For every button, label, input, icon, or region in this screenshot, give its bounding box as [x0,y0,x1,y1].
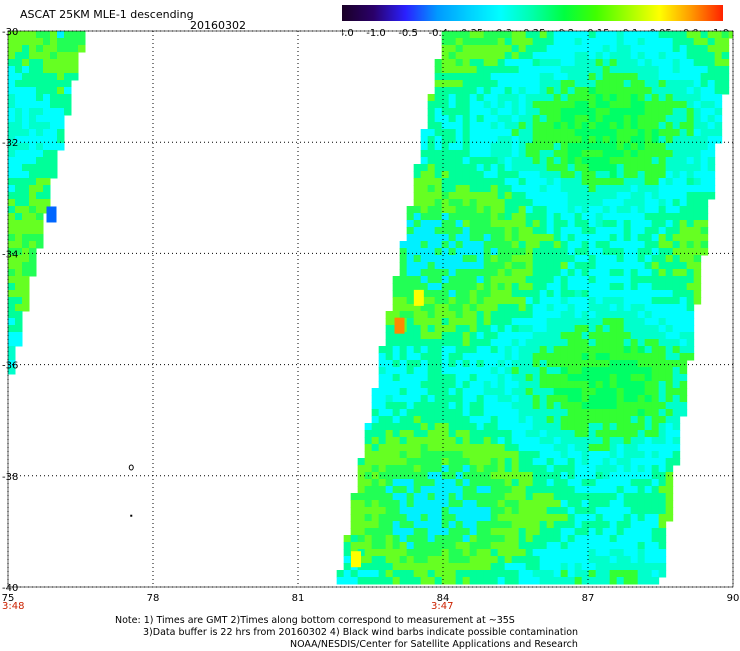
lat-tick-label: -38 [2,472,18,483]
colorbar-tick-label: -0.4 [428,28,448,39]
note-line-3: NOAA/NESDIS/Center for Satellite Applica… [290,639,578,650]
colorbar-tick-label: -0.5 [398,28,418,39]
wind-data-layer [8,31,733,585]
highlight-cell [46,206,57,223]
plot-frame [7,30,734,588]
pass-time-label: 3:48 [2,601,24,612]
west-swath [8,31,86,375]
lon-tick-label: 81 [292,593,305,604]
lon-tick-label: 87 [582,593,595,604]
map-plot: 75 78 81 84 87 90 -30 -32 -34 -36 -38 -40 3:48 3:47 [2,27,740,612]
lat-tick-label: -30 [2,27,18,38]
map-date: 20160302 [190,19,246,32]
note-line-2: 3)Data buffer is 22 hrs from 20160302 4)… [143,627,579,638]
lat-tick-label: -32 [2,138,18,149]
lat-tick-label: -40 [2,583,18,594]
pass-time-label: 3:47 [431,601,453,612]
colorbar-tick-label: -3.0 [342,28,354,39]
highlight-cell [413,289,424,306]
island-outline [130,514,133,517]
highlight-cell [351,551,361,568]
lon-tick-label: 75 [2,593,15,604]
note-line-1: Note: 1) Times are GMT 2)Times along bot… [115,615,515,626]
colorbar-tick-label: -1.0 [366,28,386,39]
lon-tick-label: 78 [147,593,160,604]
highlight-cell [394,317,405,334]
map-title: ASCAT 25KM MLE-1 descending [20,8,194,21]
east-swath [336,31,733,585]
lat-tick-label: -36 [2,361,18,372]
lon-tick-label: 84 [437,593,450,604]
lon-tick-label: 90 [727,593,740,604]
colorbar-gradient [342,5,723,21]
lat-tick-label: -34 [2,249,18,260]
island-outline [128,464,134,471]
